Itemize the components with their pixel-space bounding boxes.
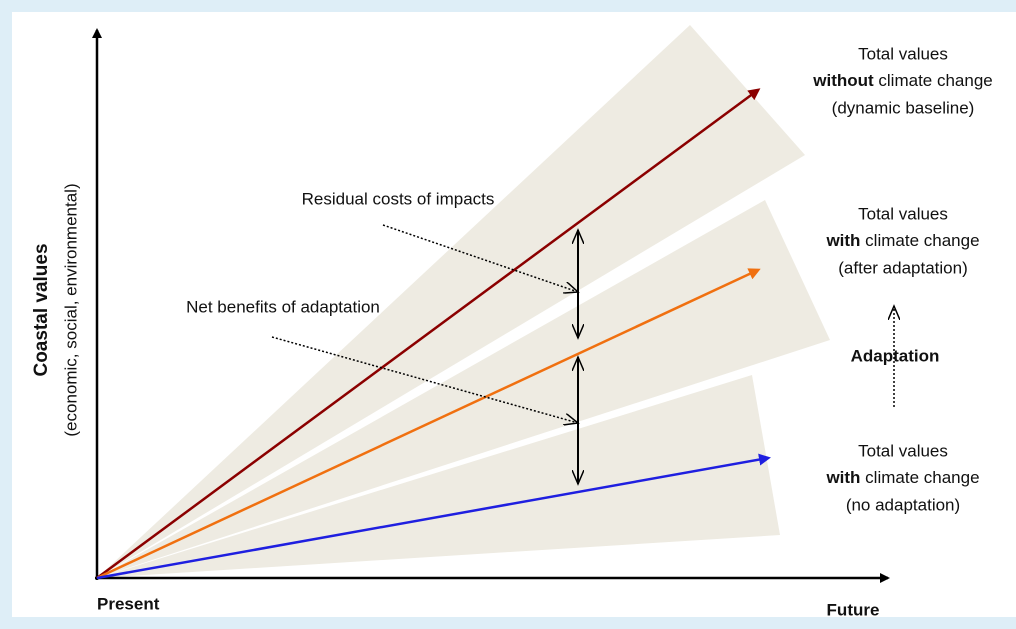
annotation: Residual costs of impacts <box>302 189 495 208</box>
band-top <box>97 25 805 578</box>
scenario-bold: with <box>825 468 860 487</box>
scenario-rest: climate change <box>874 71 993 90</box>
annotation: Adaptation <box>851 346 940 365</box>
band-mid <box>97 200 830 578</box>
scenario-line: (dynamic baseline) <box>832 98 975 117</box>
scenario-rest: climate change <box>860 468 979 487</box>
y-title: Coastal values <box>31 243 52 376</box>
y-subtitle: (economic, social, environmental) <box>61 183 80 436</box>
band-low <box>97 375 780 578</box>
scenario-bold: with <box>825 231 860 250</box>
scenario-line: (after adaptation) <box>838 258 967 277</box>
scenario-line: without climate change <box>812 71 993 90</box>
line-no-adapt <box>96 453 771 580</box>
x-end: Future <box>827 600 880 619</box>
annotation: Net benefits of adaptation <box>186 297 380 316</box>
scenario-line: (no adaptation) <box>846 495 960 514</box>
pointer <box>271 336 578 423</box>
scenario-rest: climate change <box>860 231 979 250</box>
scenario-line: Total values <box>858 441 948 460</box>
scenario-line: Total values <box>858 44 948 63</box>
scenario-line: with climate change <box>825 231 979 250</box>
scenario-bold: without <box>812 71 874 90</box>
line-adapted <box>96 268 761 580</box>
x-start: Present <box>97 594 160 613</box>
scenario-line: with climate change <box>825 468 979 487</box>
line-without <box>96 88 761 580</box>
scenario-line: Total values <box>858 204 948 223</box>
scenario-labels: Total values without climate change (dynam… <box>812 44 993 514</box>
